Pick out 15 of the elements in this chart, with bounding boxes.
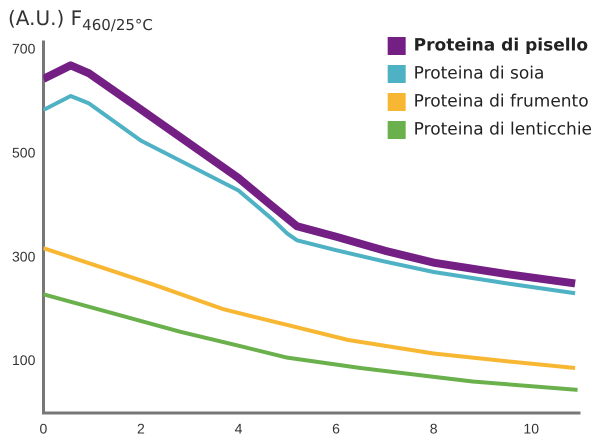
x-tick-label: 0 [39, 420, 48, 436]
x-tick-label: 6 [332, 420, 340, 436]
y-tick-label: 700 [12, 40, 36, 57]
x-tick-label: 10 [523, 420, 540, 436]
y-tick-label: 100 [12, 352, 36, 368]
x-tick-label: 4 [234, 420, 243, 436]
legend-label: Proteina di soia [414, 63, 544, 84]
legend-label: Proteina di pisello [414, 35, 588, 56]
y-axis-title: (A.U.) F$_{460/25°C}$ [8, 6, 153, 34]
x-tick-label: 8 [430, 420, 438, 436]
x-tick-label: 2 [137, 420, 146, 436]
y-tick-label: 500 [12, 144, 36, 160]
legend-label: Proteina di frumento [414, 91, 589, 112]
legend-label: Proteina di lenticchie [414, 119, 592, 140]
y-tick-label: 300 [12, 248, 36, 264]
